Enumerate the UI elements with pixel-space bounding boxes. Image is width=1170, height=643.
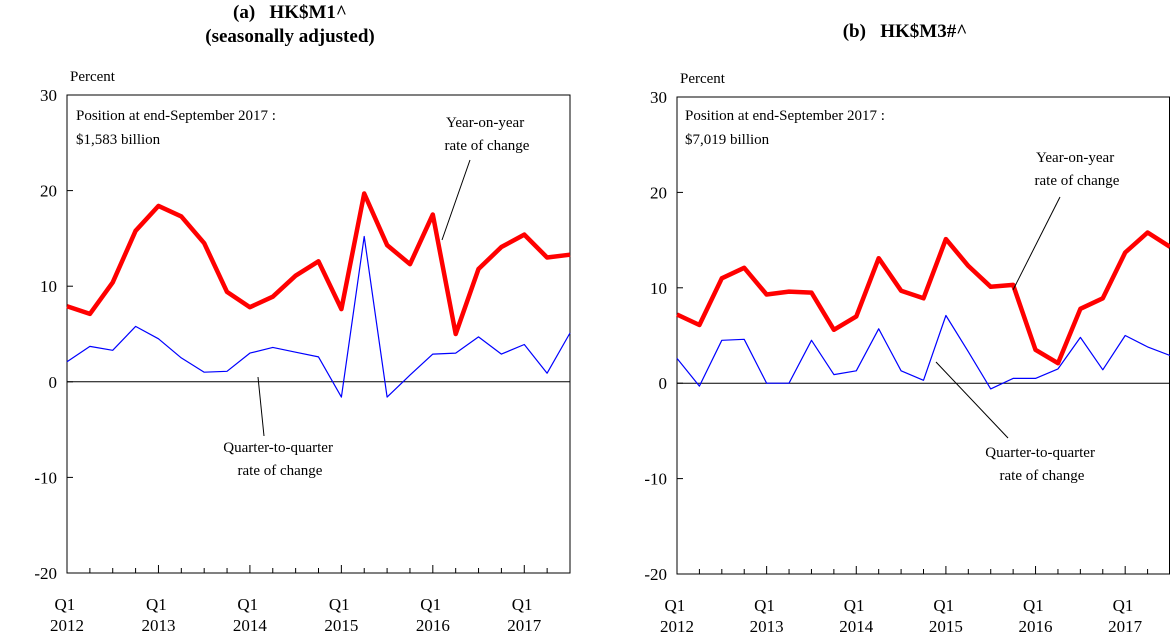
line-series — [66, 191, 571, 337]
y-tick-label: 0 — [659, 374, 668, 393]
chart-title: (b) HK$M3#^ — [843, 21, 968, 42]
y-tick-label: 10 — [40, 277, 57, 296]
leader-line — [1012, 196, 1061, 291]
x-tick-label: Q1 2017 — [507, 595, 542, 635]
plot-frame — [66, 94, 571, 574]
x-tick-label: Q1 2013 — [750, 596, 784, 636]
y-tick-label: 30 — [40, 86, 57, 105]
x-tick-label: Q1 2013 — [141, 595, 175, 635]
leader-line — [441, 159, 471, 241]
y-axis-label: Percent — [680, 71, 726, 87]
series-label: Year-on-year rate of change — [445, 115, 530, 154]
leader-line — [257, 376, 265, 437]
chart-title: (a) HK$M1^ — [233, 2, 347, 23]
line-series — [66, 235, 571, 398]
line-series — [676, 314, 1170, 390]
y-tick-label: -10 — [34, 468, 57, 487]
series-label: Year-on-year rate of change — [1035, 150, 1120, 189]
x-tick-label: Q1 2015 — [324, 595, 358, 635]
line-series — [676, 230, 1170, 366]
y-tick-label: 0 — [49, 373, 58, 392]
x-tick-label: Q1 2014 — [839, 596, 874, 636]
y-tick-label: 20 — [650, 183, 667, 202]
y-tick-label: 10 — [650, 279, 667, 298]
y-tick-label: -10 — [644, 470, 667, 489]
x-tick-label: Q1 2016 — [1019, 596, 1053, 636]
x-tick-label: Q1 2012 — [660, 596, 694, 636]
annotation: Position at end-September 2017 : — [685, 108, 885, 124]
annotation: Position at end-September 2017 : — [76, 108, 276, 124]
x-tick-label: Q1 2017 — [1108, 596, 1143, 636]
y-axis-label: Percent — [70, 69, 116, 85]
y-tick-label: -20 — [34, 564, 57, 583]
leader-line — [935, 361, 1009, 439]
y-tick-label: 20 — [40, 182, 57, 201]
annotation: $7,019 billion — [685, 132, 770, 148]
x-tick-label: Q1 2015 — [929, 596, 963, 636]
x-tick-label: Q1 2012 — [50, 595, 84, 635]
x-tick-label: Q1 2016 — [416, 595, 450, 635]
plot-frame — [676, 96, 1170, 575]
series-label: Quarter-to-quarter rate of change — [985, 445, 1098, 484]
chart-subtitle: (seasonally adjusted) — [205, 26, 374, 47]
x-tick-label: Q1 2014 — [233, 595, 268, 635]
y-tick-label: -20 — [644, 565, 667, 584]
series-label: Quarter-to-quarter rate of change — [223, 440, 336, 479]
y-tick-label: 30 — [650, 88, 667, 107]
annotation: $1,583 billion — [76, 132, 161, 148]
